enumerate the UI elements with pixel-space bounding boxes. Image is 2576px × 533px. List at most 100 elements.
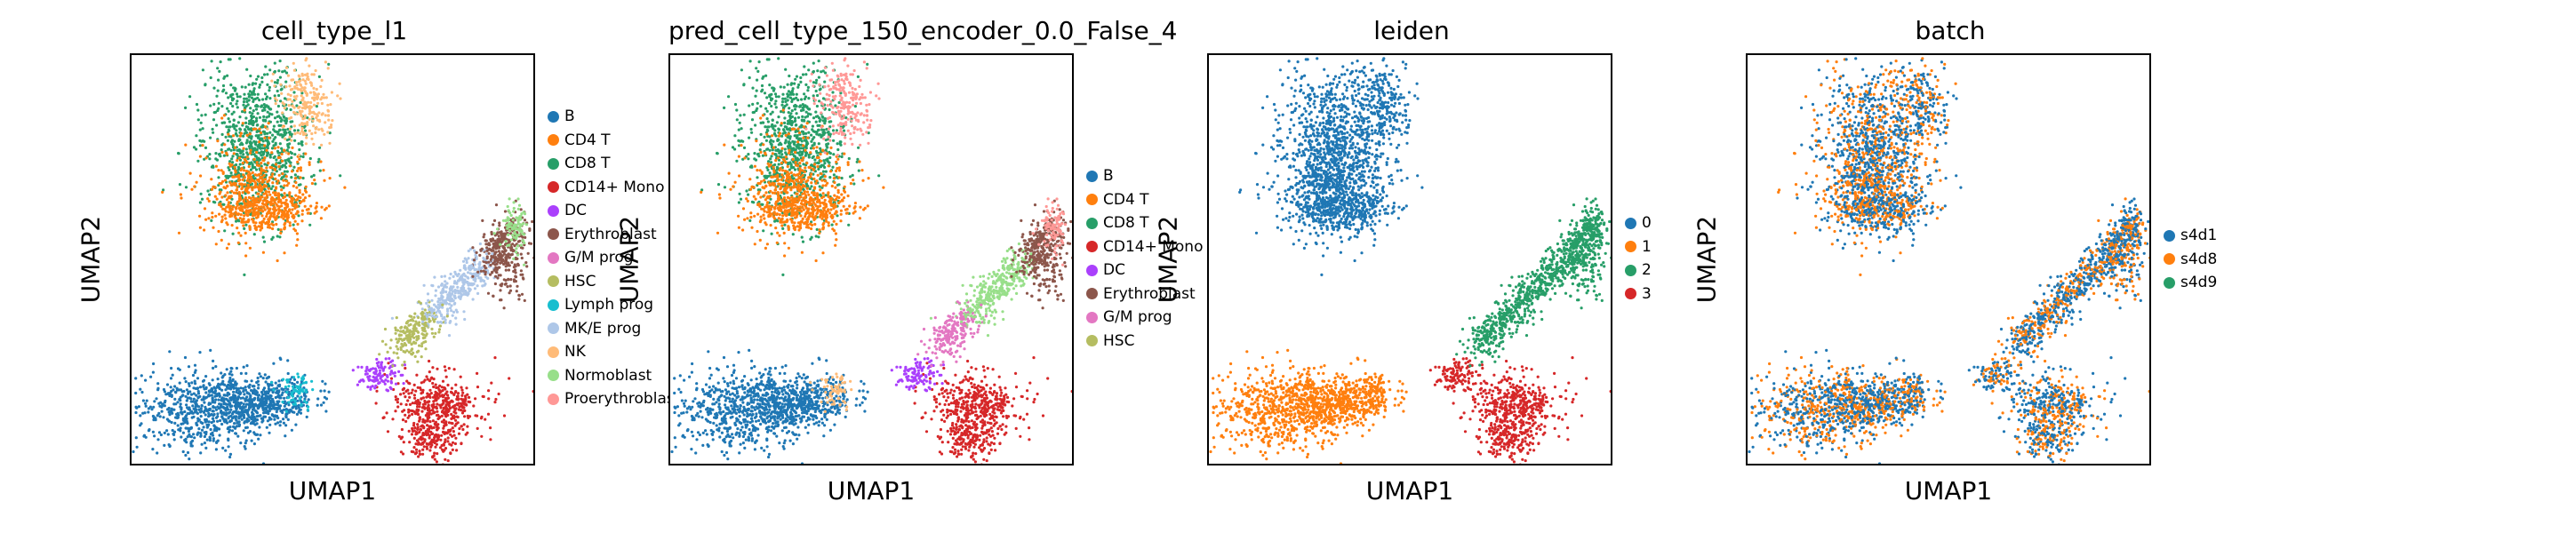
scatter-point [428,306,432,311]
scatter-point [247,145,251,148]
scatter-point [368,375,372,378]
scatter-point [452,310,456,314]
scatter-point [503,210,508,213]
scatter-point [410,433,414,436]
scatter-point [282,179,285,182]
scatter-point [791,233,795,236]
scatter-point [435,311,438,314]
scatter-point [514,271,517,274]
scatter-point [303,114,307,117]
scatter-point [404,331,407,335]
scatter-point [234,380,237,384]
scatter-point [801,103,804,107]
scatter-point [244,97,248,100]
scatter-point [410,391,413,394]
scatter-point [204,84,207,87]
scatter-point [428,313,431,316]
scatter-point [319,389,323,393]
scatter-point [466,393,469,396]
scatter-point [175,386,179,390]
scatter-point [259,195,262,199]
scatter-point [283,184,286,187]
scatter-point [509,213,513,218]
scatter-point [210,394,213,397]
scatter-point [238,217,242,220]
scatter-point [532,390,533,394]
scatter-point [453,301,457,305]
scatter-point [412,327,415,330]
scatter-point [224,194,228,197]
scatter-point [252,115,255,119]
scatter-point [193,408,196,411]
scatter-point [258,372,261,376]
scatter-point [252,392,256,395]
scatter-point [208,436,212,441]
scatter-point [229,195,233,198]
scatter-point [282,408,286,411]
scatter-point [439,438,443,442]
scatter-point [365,365,369,369]
scatter-point [326,108,330,112]
scatter-point [268,431,271,434]
scatter-point [199,121,203,124]
scatter-point [281,410,284,415]
scatter-point [218,152,221,155]
scatter-point [468,282,471,285]
scatter-point [445,307,450,311]
scatter-point [306,116,309,120]
scatter-point [777,115,780,119]
scatter-point [463,409,467,412]
scatter-point [199,192,203,195]
scatter-point [287,116,292,120]
scatter-point [190,187,194,191]
scatter-point [287,181,291,185]
scatter-point [472,259,476,262]
scatter-point [229,211,233,215]
scatter-point [170,389,173,394]
scatter-point [211,215,214,219]
scatter-point [280,387,284,391]
scatter-point [372,367,375,370]
scatter-point [220,195,224,199]
scatter-point [256,75,260,78]
scatter-point [296,131,300,134]
scatter-point [282,210,285,213]
scatter-point [292,106,296,109]
scatter-point [253,160,257,163]
scatter-point [278,155,282,159]
scatter-point [293,132,297,136]
scatter-point [434,383,437,386]
scatter-point [443,424,446,428]
scatter-point [429,377,433,380]
scatter-point [132,449,135,454]
scatter-point [300,212,304,216]
legend-marker [548,393,559,405]
scatter-point [504,257,508,261]
scatter-point [444,299,447,303]
scatter-point [408,441,412,444]
scatter-point [231,104,235,108]
scatter-point [216,384,220,387]
scatter-point [287,410,291,414]
scatter-point [274,395,277,400]
scatter-point [269,202,273,205]
scatter-point [375,389,379,393]
scatter-point [267,140,270,144]
scatter-point [514,256,517,259]
scatter-point [216,89,220,92]
scatter-point [481,279,484,282]
scatter-point [252,139,256,143]
scatter-point [295,86,299,90]
scatter-point [284,410,288,413]
scatter-point [227,166,230,170]
scatter-point [165,383,170,386]
scatter-point [220,148,223,152]
scatter-point [271,185,275,188]
scatter-point [153,434,156,438]
scatter-point [284,117,288,121]
scatter-point [397,337,401,341]
scatter-point [783,97,787,100]
scatter-point [236,388,239,392]
scatter-point [204,418,208,421]
scatter-point [217,176,220,179]
